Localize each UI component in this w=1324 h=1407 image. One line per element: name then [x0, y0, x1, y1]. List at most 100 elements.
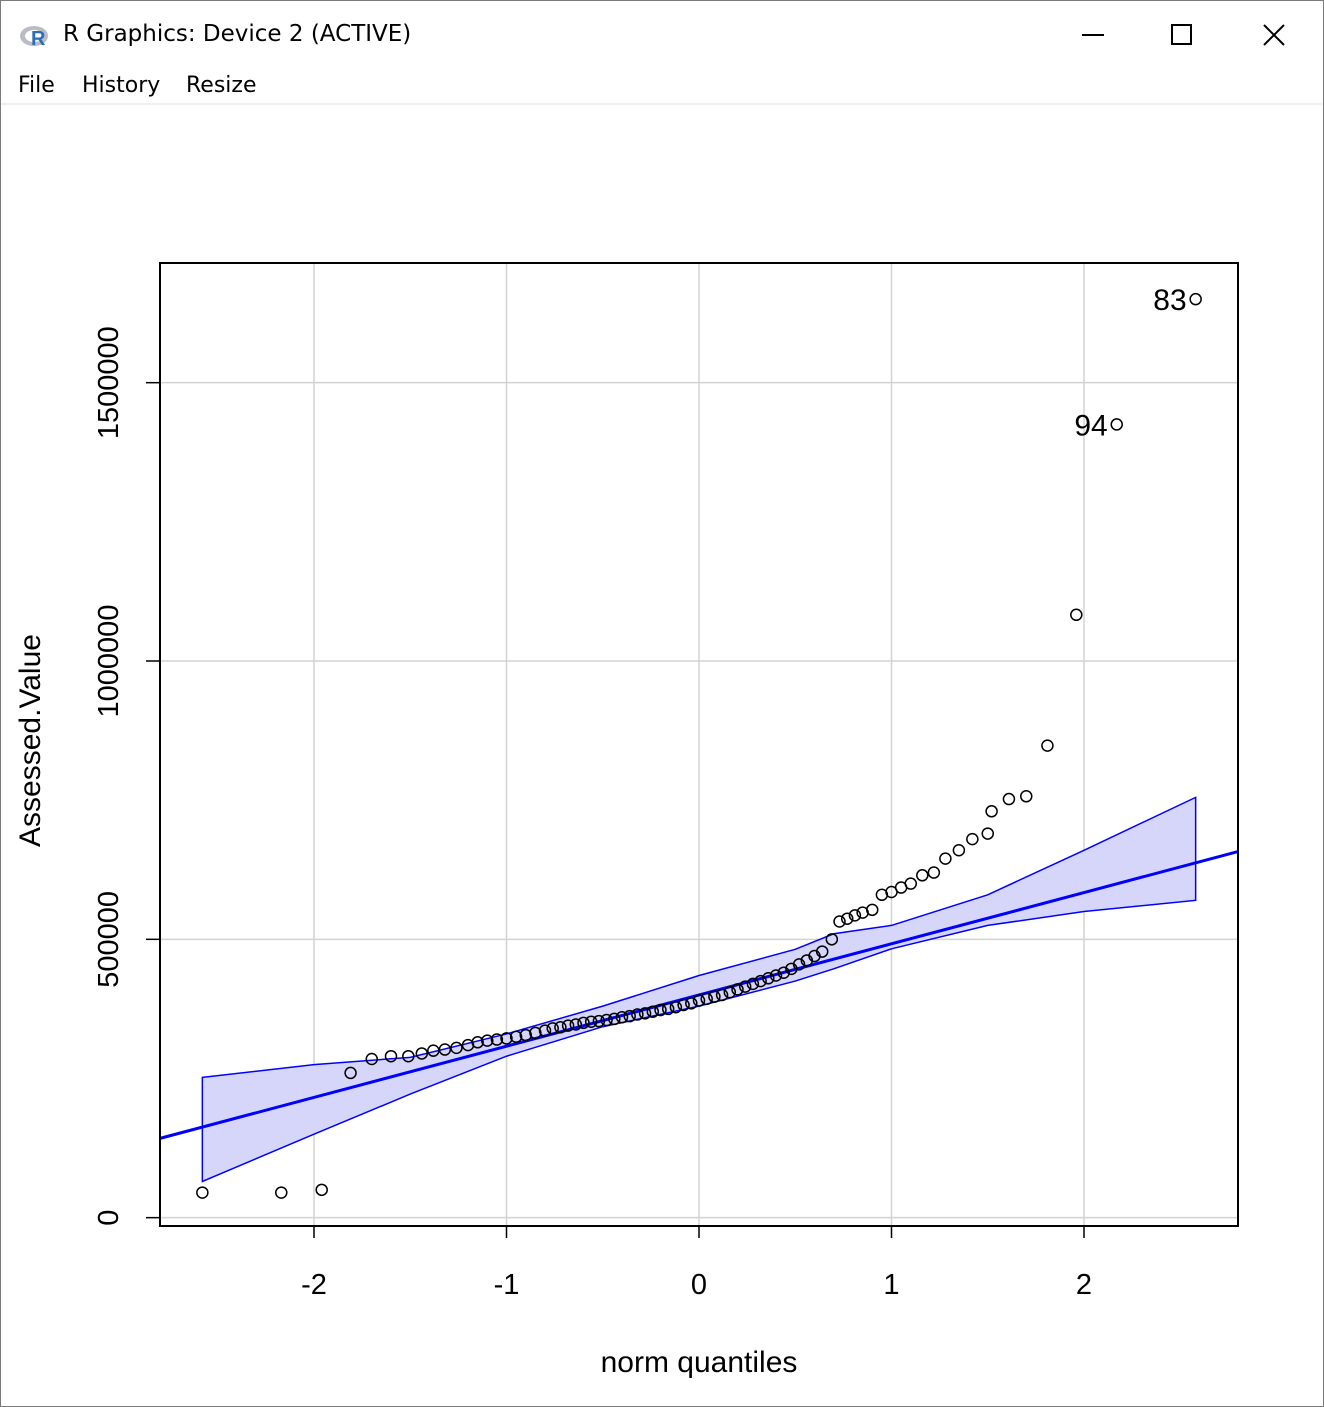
- data-point: [344, 1066, 357, 1080]
- close-icon: [1263, 24, 1285, 46]
- outlier-label: 83: [1153, 284, 1186, 317]
- data-point: [554, 1021, 567, 1034]
- data-point: [631, 1008, 644, 1021]
- data-point: [738, 980, 752, 993]
- data-point: [561, 1019, 575, 1032]
- data-point: [762, 972, 775, 985]
- window-title: R Graphics: Device 2 (ACTIVE): [63, 21, 412, 47]
- data-point: [638, 1007, 652, 1020]
- data-point: [577, 1016, 590, 1030]
- x-tick-label: -2: [301, 1269, 327, 1301]
- close-button[interactable]: [1244, 9, 1304, 61]
- data-point: [315, 1183, 328, 1197]
- svg-text:R: R: [31, 28, 46, 49]
- data-point: [840, 912, 854, 925]
- data-point: [490, 1033, 504, 1046]
- data-point: [723, 985, 737, 999]
- data-point: [754, 974, 767, 988]
- menu-resize[interactable]: Resize: [186, 73, 257, 98]
- data-point: [939, 852, 952, 865]
- data-point: [792, 958, 806, 971]
- data-point: [592, 1014, 606, 1028]
- minimize-button[interactable]: [1063, 9, 1123, 61]
- confidence-envelope: [201, 796, 1197, 1183]
- confidence-band: [201, 796, 1197, 1183]
- data-point: [1020, 790, 1033, 803]
- y-tick-label: 1000000: [93, 605, 125, 718]
- data-point: [746, 977, 760, 991]
- data-point: [584, 1015, 598, 1028]
- menu-bar: File History Resize: [1, 63, 1323, 105]
- y-tick-label: 1500000: [93, 326, 125, 439]
- data-point: [1041, 739, 1054, 752]
- data-point: [415, 1047, 429, 1060]
- data-point: [529, 1026, 542, 1040]
- maximize-button[interactable]: [1152, 9, 1212, 61]
- data-point: [731, 983, 744, 996]
- data-point: [677, 998, 690, 1012]
- data-point: [966, 832, 979, 846]
- data-point: [275, 1186, 288, 1199]
- data-point: [708, 990, 721, 1003]
- data-point: [1070, 608, 1083, 622]
- data-point: [481, 1034, 494, 1047]
- data-point: [623, 1009, 636, 1023]
- data-point: [1189, 292, 1202, 306]
- menu-file[interactable]: File: [18, 73, 55, 98]
- x-tick-label: -1: [494, 1269, 520, 1301]
- data-point: [654, 1003, 667, 1017]
- r-logo-icon: R: [20, 26, 48, 49]
- data-point: [569, 1018, 583, 1031]
- data-point: [646, 1005, 660, 1018]
- data-point: [500, 1032, 513, 1045]
- y-tick-label: 0: [93, 1210, 125, 1226]
- y-tick-label: 500000: [93, 891, 125, 988]
- data-point: [833, 915, 846, 928]
- title-bar[interactable]: R R Graphics: Device 2 (ACTIVE): [1, 1, 1323, 63]
- axes: -2 -1 0 1 2 0 500000 1000000 1500000: [93, 326, 1092, 1301]
- data-point: [519, 1028, 532, 1042]
- data-point: [777, 966, 790, 979]
- x-axis-title: norm quantiles: [601, 1346, 798, 1379]
- x-tick-label: 1: [883, 1269, 899, 1301]
- data-point: [815, 945, 829, 958]
- data-point: [866, 903, 879, 917]
- data-point: [981, 827, 994, 840]
- data-point: [916, 869, 929, 882]
- data-point: [608, 1012, 621, 1026]
- data-point: [692, 994, 706, 1007]
- data-point: [985, 805, 998, 818]
- data-point: [848, 909, 862, 922]
- outlier-label: 94: [1074, 409, 1107, 442]
- y-axis-title: Assessed.Value: [14, 634, 47, 847]
- data-point: [685, 997, 698, 1010]
- data-point: [365, 1052, 378, 1066]
- grid-lines: [160, 263, 1238, 1226]
- x-tick-label: 2: [1076, 1269, 1092, 1301]
- data-point: [450, 1041, 463, 1055]
- menu-history[interactable]: History: [82, 73, 161, 98]
- maximize-icon: [1171, 24, 1192, 45]
- data-points: 94 83: [196, 284, 1202, 1199]
- data-point: [471, 1036, 484, 1049]
- data-point: [952, 844, 966, 857]
- data-point: [509, 1030, 523, 1043]
- data-point: [438, 1043, 452, 1056]
- data-point: [196, 1186, 209, 1199]
- data-point: [661, 1002, 675, 1016]
- data-point: [700, 992, 713, 1006]
- minimize-icon: [1082, 34, 1104, 36]
- data-point: [927, 866, 941, 879]
- data-point: [769, 969, 783, 982]
- data-point: [384, 1049, 398, 1063]
- x-tick-label: 0: [691, 1269, 707, 1301]
- data-point: [825, 933, 839, 946]
- data-point: [1110, 418, 1123, 431]
- data-point: [715, 988, 729, 1002]
- data-point: [546, 1022, 559, 1035]
- data-point: [402, 1049, 415, 1063]
- data-point: [538, 1024, 552, 1037]
- qq-plot: 94 83 -2 -1 0 1 2 0 500000 1000000 1500000 norm q…: [14, 262, 1239, 1379]
- data-point: [904, 877, 917, 890]
- data-point: [600, 1013, 613, 1027]
